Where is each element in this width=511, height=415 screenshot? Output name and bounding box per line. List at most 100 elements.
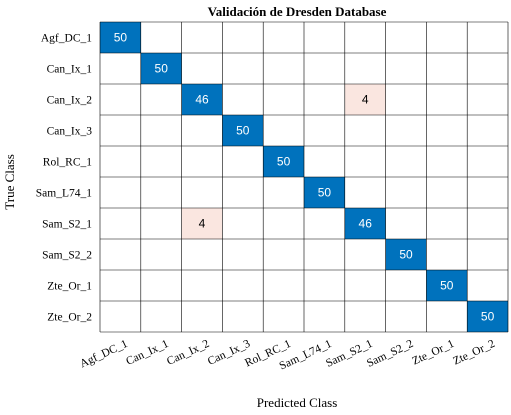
matrix-cell [426, 301, 468, 332]
matrix-cell [181, 208, 223, 239]
matrix-cell [100, 146, 141, 177]
matrix-cell [467, 22, 508, 53]
matrix-cell [467, 84, 508, 115]
matrix-cell [222, 22, 264, 53]
matrix-cell [385, 22, 427, 53]
col-tick-label: Sam_S2_2 [365, 338, 415, 370]
matrix-cell [263, 115, 304, 146]
row-tick-label: Can_Ix_2 [47, 95, 93, 107]
matrix-cell [304, 208, 345, 239]
matrix-cell [304, 301, 345, 332]
matrix-cell [263, 146, 304, 177]
matrix-cell [304, 270, 345, 301]
cell-value-label: 46 [195, 93, 209, 107]
matrix-cell [385, 53, 427, 84]
col-tick-label: Can_Ix_2 [165, 338, 211, 368]
matrix-cell [140, 208, 182, 239]
matrix-cell [181, 115, 223, 146]
cell-value-label: 4 [362, 93, 369, 107]
matrix-cell [426, 53, 468, 84]
matrix-cell [467, 208, 508, 239]
matrix-cell [222, 53, 264, 84]
matrix-cell [344, 177, 386, 208]
matrix-cell [100, 115, 141, 146]
matrix-cell [100, 53, 141, 84]
row-tick-label: Zte_Or_1 [47, 281, 92, 293]
matrix-cell [140, 239, 182, 270]
matrix-cell [304, 115, 345, 146]
matrix-cell [263, 208, 304, 239]
cell-value-label: 50 [155, 62, 169, 76]
matrix-cell [426, 177, 468, 208]
grid-layer [99, 21, 509, 333]
matrix-cell [140, 115, 182, 146]
matrix-cell [344, 22, 386, 53]
matrix-cell [263, 239, 304, 270]
col-labels: Agf_DC_1Can_Ix_1Can_Ix_2Can_Ix_3Rol_RC_1… [78, 338, 497, 373]
matrix-cell [100, 239, 141, 270]
row-tick-label: Zte_Or_2 [47, 312, 92, 324]
matrix-cell [181, 177, 223, 208]
matrix-cell [100, 301, 141, 332]
matrix-cell [426, 146, 468, 177]
matrix-cell [263, 22, 304, 53]
cell-value-label: 50 [236, 124, 250, 138]
matrix-cell [344, 115, 386, 146]
matrix-cell [222, 301, 264, 332]
matrix-cell [222, 208, 264, 239]
matrix-cell [344, 270, 386, 301]
matrix-cell [100, 270, 141, 301]
x-axis-title: Predicted Class [257, 395, 338, 410]
matrix-cell [181, 270, 223, 301]
matrix-cell [263, 53, 304, 84]
matrix-cell [222, 177, 264, 208]
row-tick-label: Sam_S2_2 [42, 250, 92, 262]
matrix-cell [140, 146, 182, 177]
row-tick-label: Can_Ix_3 [47, 126, 93, 138]
matrix-cell [385, 115, 427, 146]
matrix-cell [140, 270, 182, 301]
matrix-cell [100, 177, 141, 208]
col-tick-label: Zte_Or_2 [451, 338, 497, 368]
cell-value-label: 50 [440, 279, 454, 293]
matrix-cell [263, 84, 304, 115]
matrix-cell [344, 239, 386, 270]
row-labels: Agf_DC_1 Can_Ix_1 Can_Ix_2 Can_Ix_3 Rol_RC_1… [36, 33, 92, 324]
matrix-cell [100, 22, 141, 53]
cell-value-label: 46 [359, 217, 373, 231]
matrix-cell [140, 53, 182, 84]
matrix-cell [222, 239, 264, 270]
matrix-cell [222, 115, 264, 146]
matrix-cell [304, 239, 345, 270]
matrix-cell [140, 22, 182, 53]
matrix-cell [385, 239, 427, 270]
chart-title: Validación de Dresden Database [208, 4, 387, 19]
matrix-cell [140, 301, 182, 332]
matrix-cell [100, 208, 141, 239]
matrix-cell [467, 239, 508, 270]
matrix-cell [467, 53, 508, 84]
matrix-cell [467, 177, 508, 208]
matrix-cell [100, 84, 141, 115]
matrix-cell [385, 208, 427, 239]
col-tick-label: Zte_Or_1 [410, 338, 456, 368]
col-tick-label: Can_Ix_1 [124, 338, 170, 368]
matrix-cell [222, 84, 264, 115]
cell-value-label: 4 [199, 217, 206, 231]
col-tick-label: Agf_DC_1 [78, 338, 130, 371]
matrix-cell [426, 115, 468, 146]
matrix-cell [181, 53, 223, 84]
row-tick-label: Sam_S2_1 [42, 219, 92, 231]
matrix-cell [467, 146, 508, 177]
matrix-cell [385, 84, 427, 115]
cell-value-label: 50 [481, 310, 495, 324]
matrix-cell [181, 239, 223, 270]
matrix-cell [304, 22, 345, 53]
matrix-cell [181, 146, 223, 177]
matrix-cell [304, 53, 345, 84]
matrix-cell [426, 22, 468, 53]
matrix-cell [385, 301, 427, 332]
matrix-cell [181, 301, 223, 332]
matrix-cell [344, 84, 386, 115]
